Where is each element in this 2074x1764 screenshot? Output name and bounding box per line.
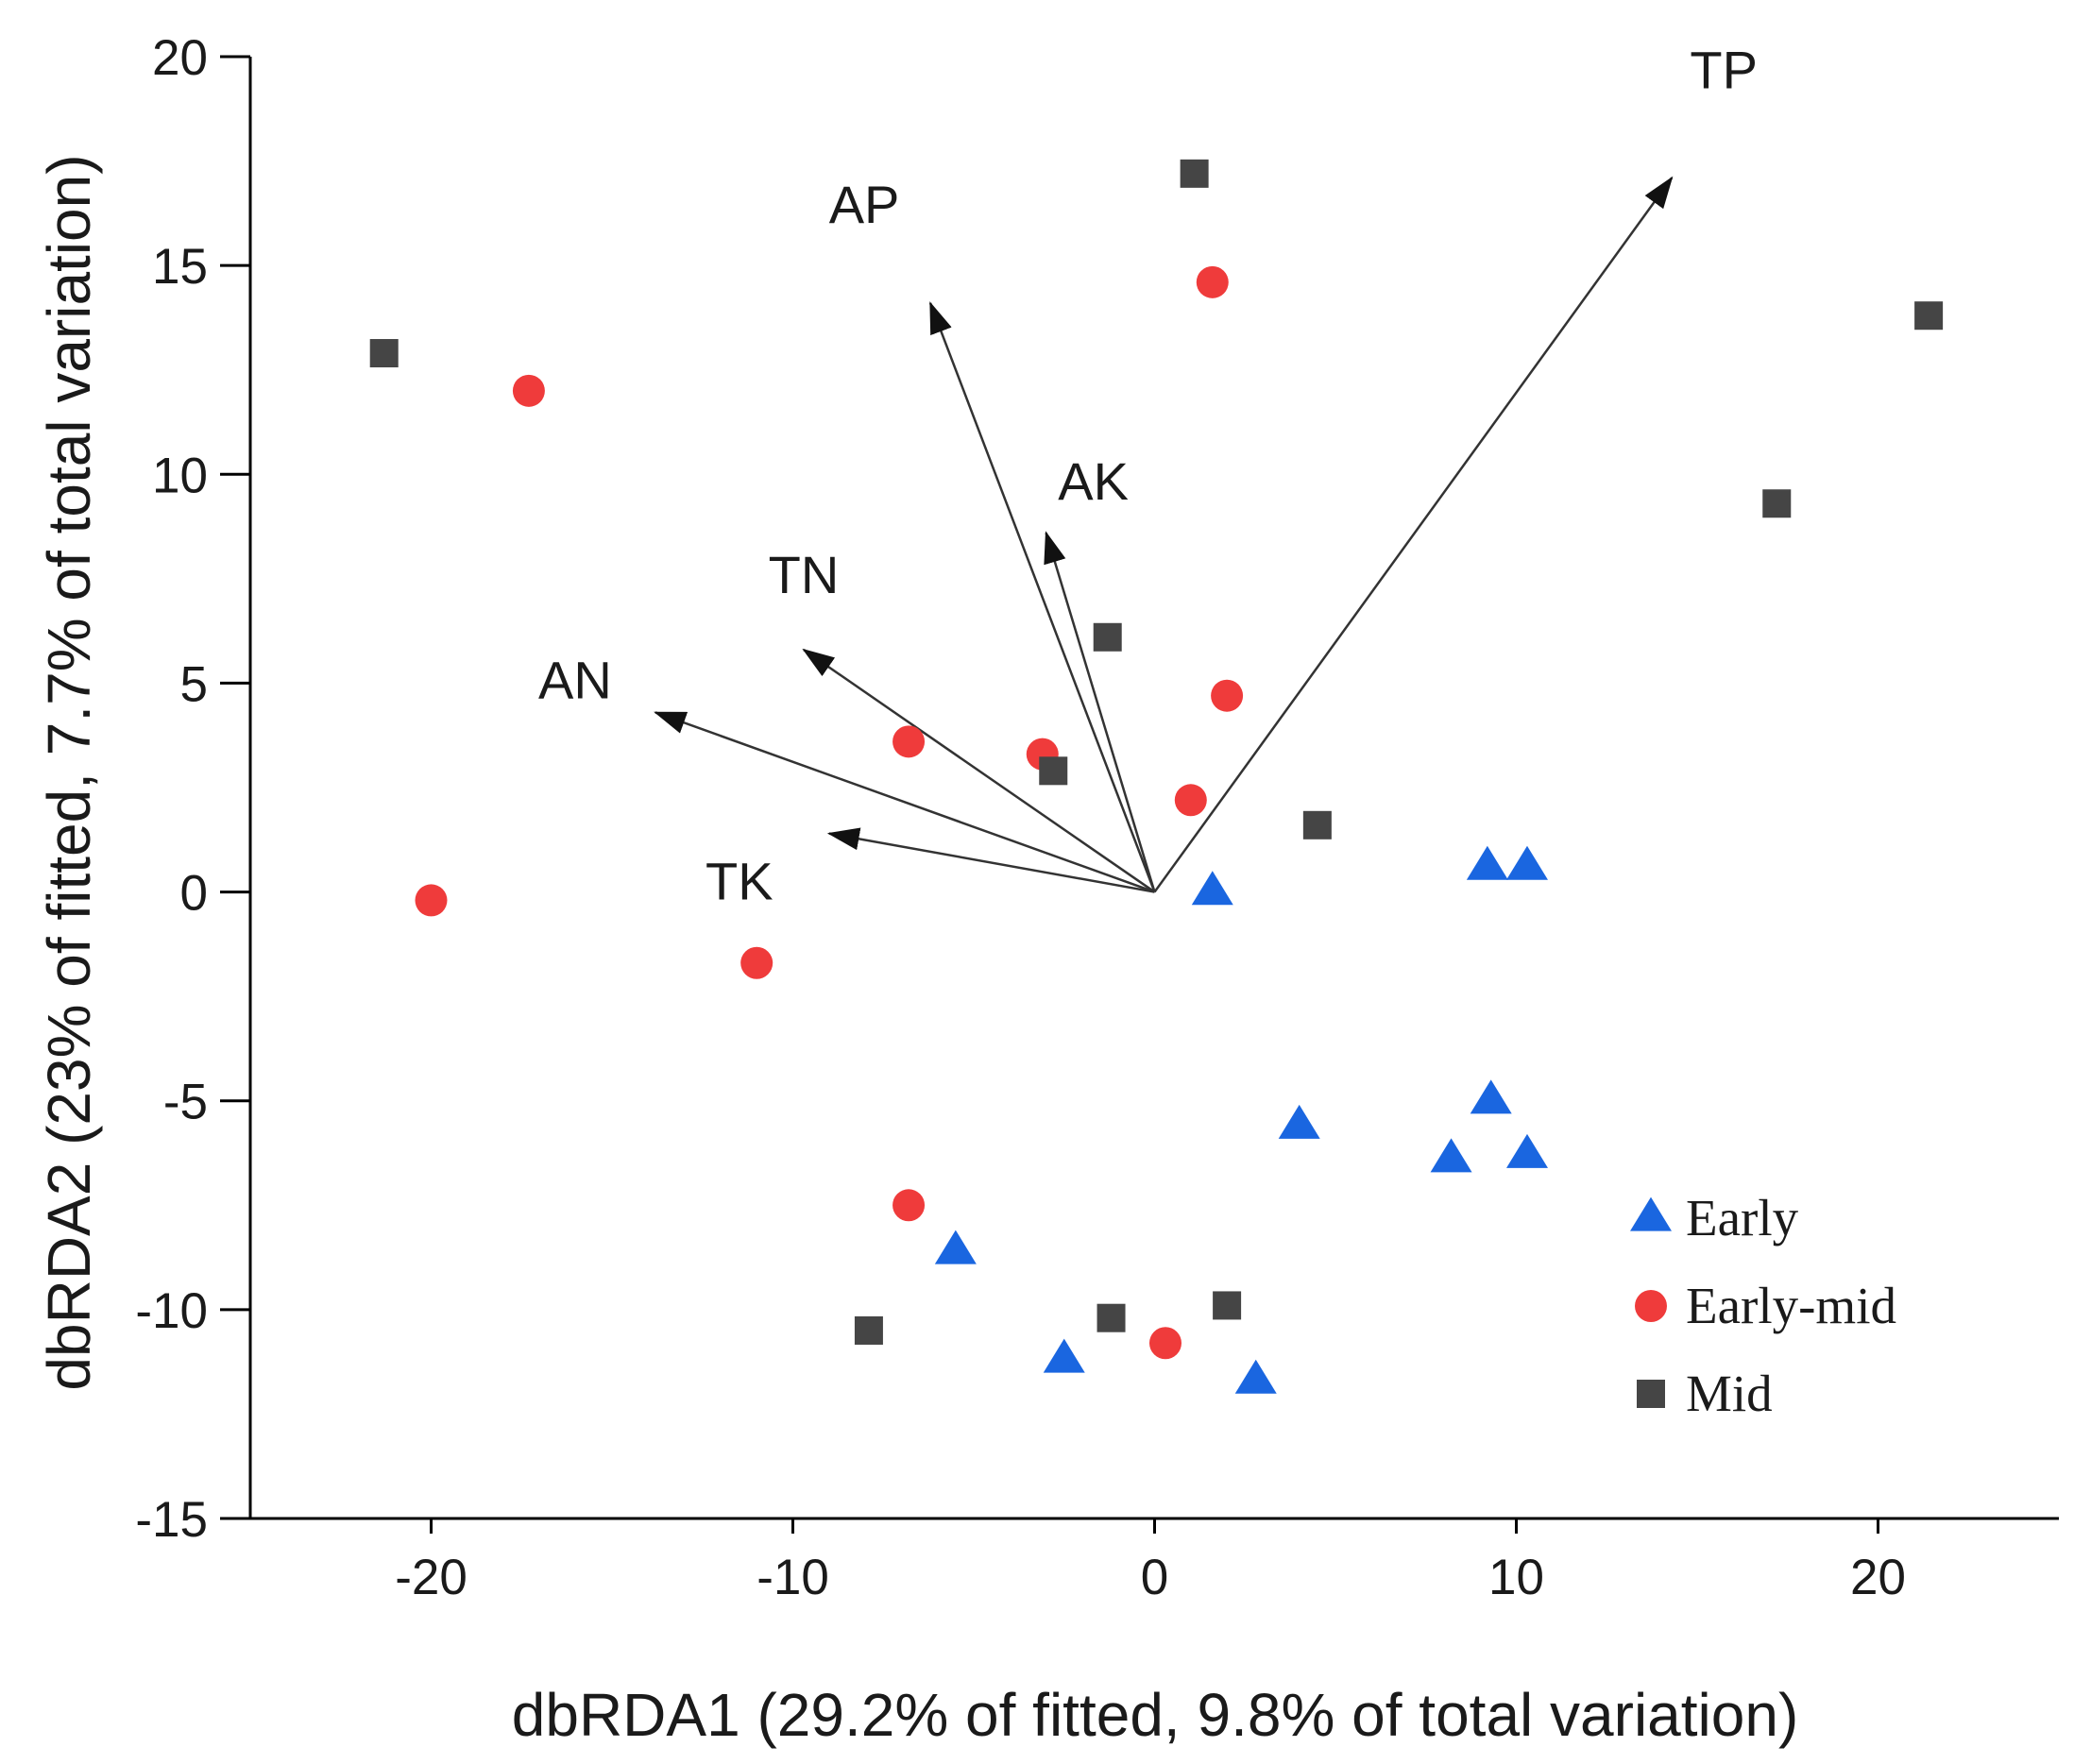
y-tick-label: 0	[180, 866, 208, 922]
point-early-mid	[892, 725, 926, 758]
vector-tn	[802, 648, 1156, 893]
legend-marker-early-mid	[1635, 1290, 1667, 1322]
point-early	[1505, 845, 1548, 880]
y-tick-label: 5	[180, 656, 208, 712]
point-mid	[854, 1315, 883, 1345]
point-early	[1278, 1104, 1320, 1139]
vector-ap	[928, 301, 1156, 893]
point-early-mid	[740, 946, 774, 979]
point-early	[1505, 1133, 1548, 1168]
point-early-mid	[415, 884, 448, 917]
y-tick-label: 15	[152, 239, 208, 295]
point-mid	[1762, 489, 1792, 518]
plot-area: -20 -10 0 10 20 -15 -10 -5 0 5 10 15 20 TP AP AK TN AN TK…	[135, 30, 2059, 1605]
legend-label-early: Early	[1686, 1189, 1799, 1247]
point-mid	[1180, 159, 1209, 188]
vector-label-ak: AK	[1058, 451, 1129, 511]
legend-marker-early	[1630, 1196, 1672, 1231]
vector-ak	[1044, 531, 1156, 892]
point-early-mid	[1196, 265, 1229, 298]
vector-tk	[826, 827, 1155, 893]
vector-label-an: AN	[538, 650, 612, 709]
point-early	[1470, 1079, 1512, 1114]
point-early	[1234, 1359, 1277, 1394]
vector-label-ap: AP	[829, 175, 900, 234]
ticks: -20 -10 0 10 20 -15 -10 -5 0 5 10 15 20	[135, 30, 1906, 1605]
y-tick-label: -15	[135, 1492, 208, 1548]
point-early	[1430, 1138, 1472, 1173]
point-mid	[1302, 810, 1332, 840]
y-tick-label: -10	[135, 1283, 208, 1339]
y-tick-label: 20	[152, 30, 208, 86]
vector-label-tk: TK	[706, 852, 774, 911]
y-tick-label: 10	[152, 448, 208, 503]
y-axis-title: dbRDA2 (23% of fitted, 7.7% of total var…	[35, 154, 103, 1390]
legend-marker-mid	[1637, 1380, 1665, 1408]
vector-an	[654, 711, 1155, 893]
point-early-mid	[1174, 784, 1207, 817]
data-points	[369, 159, 1944, 1394]
point-early-mid	[512, 374, 545, 407]
x-tick-label: 0	[1141, 1550, 1168, 1605]
vector-label-tn: TN	[769, 545, 840, 604]
point-mid	[1213, 1291, 1242, 1320]
point-early	[1043, 1338, 1085, 1373]
y-tick-label: -5	[163, 1075, 208, 1130]
point-mid	[1039, 756, 1068, 786]
x-tick-label: -10	[756, 1550, 829, 1605]
point-early	[1466, 845, 1508, 880]
x-axis-title: dbRDA1 (29.2% of fitted, 9.8% of total v…	[512, 1681, 1799, 1749]
point-mid	[369, 339, 399, 368]
vector-tp	[1153, 176, 1674, 893]
x-tick-label: 10	[1488, 1550, 1544, 1605]
x-tick-label: 20	[1850, 1550, 1906, 1605]
legend: Early Early-mid Mid	[1630, 1189, 1896, 1422]
vector-label-tp: TP	[1690, 40, 1758, 99]
point-mid	[1093, 622, 1122, 652]
point-early-mid	[1211, 679, 1244, 712]
point-early-mid	[1148, 1327, 1182, 1360]
env-vectors: TP AP AK TN AN TK	[538, 40, 1758, 910]
x-tick-label: -20	[395, 1550, 468, 1605]
point-mid	[1914, 301, 1944, 331]
legend-label-early-mid: Early-mid	[1686, 1277, 1896, 1334]
point-early	[934, 1230, 977, 1264]
point-early	[1191, 871, 1233, 906]
point-mid	[1096, 1303, 1126, 1332]
legend-label-mid: Mid	[1686, 1365, 1773, 1422]
point-early-mid	[892, 1189, 926, 1222]
